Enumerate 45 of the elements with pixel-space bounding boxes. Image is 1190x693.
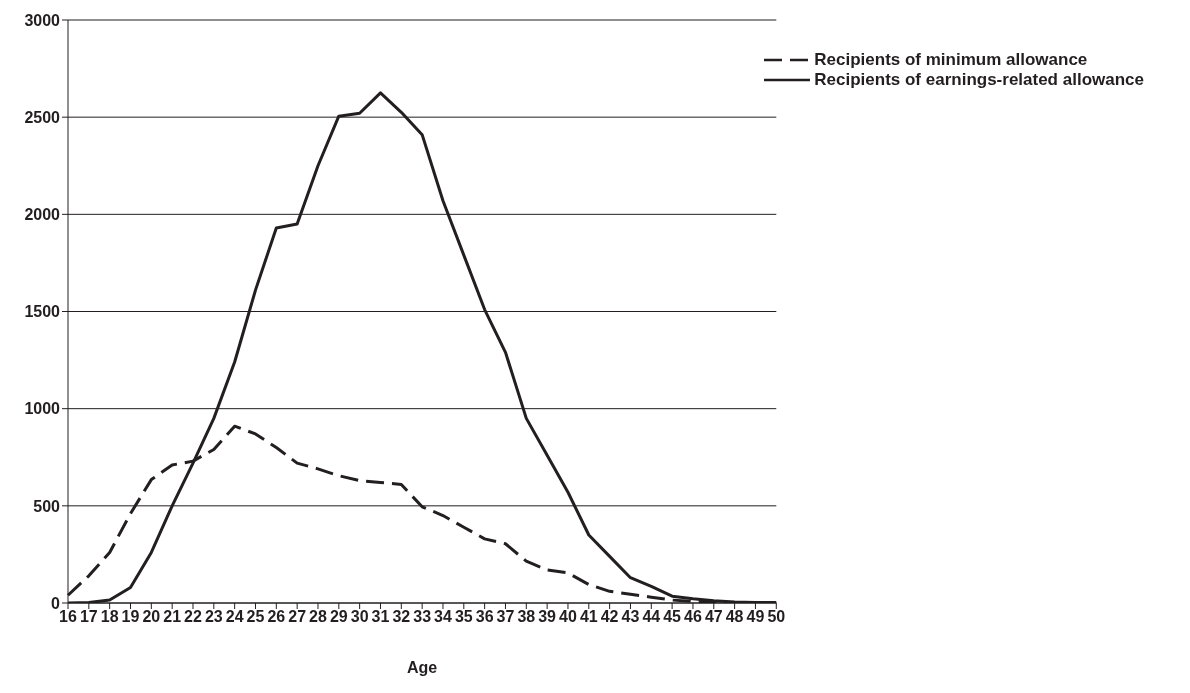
y-tick-label: 0 (51, 594, 61, 612)
x-tick-label: 29 (329, 608, 348, 626)
x-tick-label: 17 (79, 608, 98, 626)
x-tick-label: 18 (100, 608, 119, 626)
x-tick-label: 25 (246, 608, 265, 626)
x-tick-label: 45 (663, 608, 682, 626)
y-tick-label: 3000 (24, 11, 61, 29)
x-tick-label: 30 (350, 608, 369, 626)
x-tick-label: 50 (767, 608, 786, 626)
legend-label: Recipients of minimum allowance (814, 50, 1088, 70)
x-tick-label: 39 (538, 608, 557, 626)
x-tick-label: 46 (684, 608, 702, 626)
x-tick-label: 26 (267, 608, 286, 626)
x-tick-label: 36 (475, 608, 494, 626)
x-tick-label: 27 (288, 608, 307, 626)
x-tick-label: 34 (434, 608, 452, 626)
x-tick-label: 16 (59, 608, 77, 626)
x-tick-label: 38 (517, 608, 536, 626)
x-tick-label: 40 (559, 608, 577, 626)
x-tick-label: 41 (579, 608, 598, 626)
x-tick-label: 31 (371, 608, 390, 626)
y-tick-label: 1000 (24, 400, 61, 418)
y-tick-label: 2000 (24, 206, 61, 224)
x-tick-label: 20 (142, 608, 161, 626)
x-tick-label: 44 (642, 608, 661, 626)
y-tick-label: 2500 (24, 108, 61, 126)
legend-label: Recipients of earnings-related allowance (814, 70, 1144, 90)
x-tick-label: 28 (309, 608, 327, 626)
x-tick-label: 35 (454, 608, 473, 626)
x-tick-label: 22 (184, 608, 202, 626)
x-tick-label: 19 (121, 608, 140, 626)
x-axis-title: Age (407, 659, 438, 676)
x-tick-label: 43 (621, 608, 640, 626)
x-tick-label: 24 (225, 608, 244, 626)
x-tick-label: 21 (163, 608, 182, 626)
x-tick-label: 33 (413, 608, 432, 626)
x-tick-label: 37 (496, 608, 515, 626)
x-tick-label: 47 (704, 608, 723, 626)
x-tick-label: 32 (392, 608, 411, 626)
y-tick-label: 1500 (24, 303, 61, 321)
x-tick-label: 42 (600, 608, 619, 626)
x-tick-label: 49 (746, 608, 765, 626)
x-tick-label: 48 (725, 608, 744, 626)
x-tick-label: 23 (204, 608, 223, 626)
y-tick-label: 500 (33, 497, 61, 515)
